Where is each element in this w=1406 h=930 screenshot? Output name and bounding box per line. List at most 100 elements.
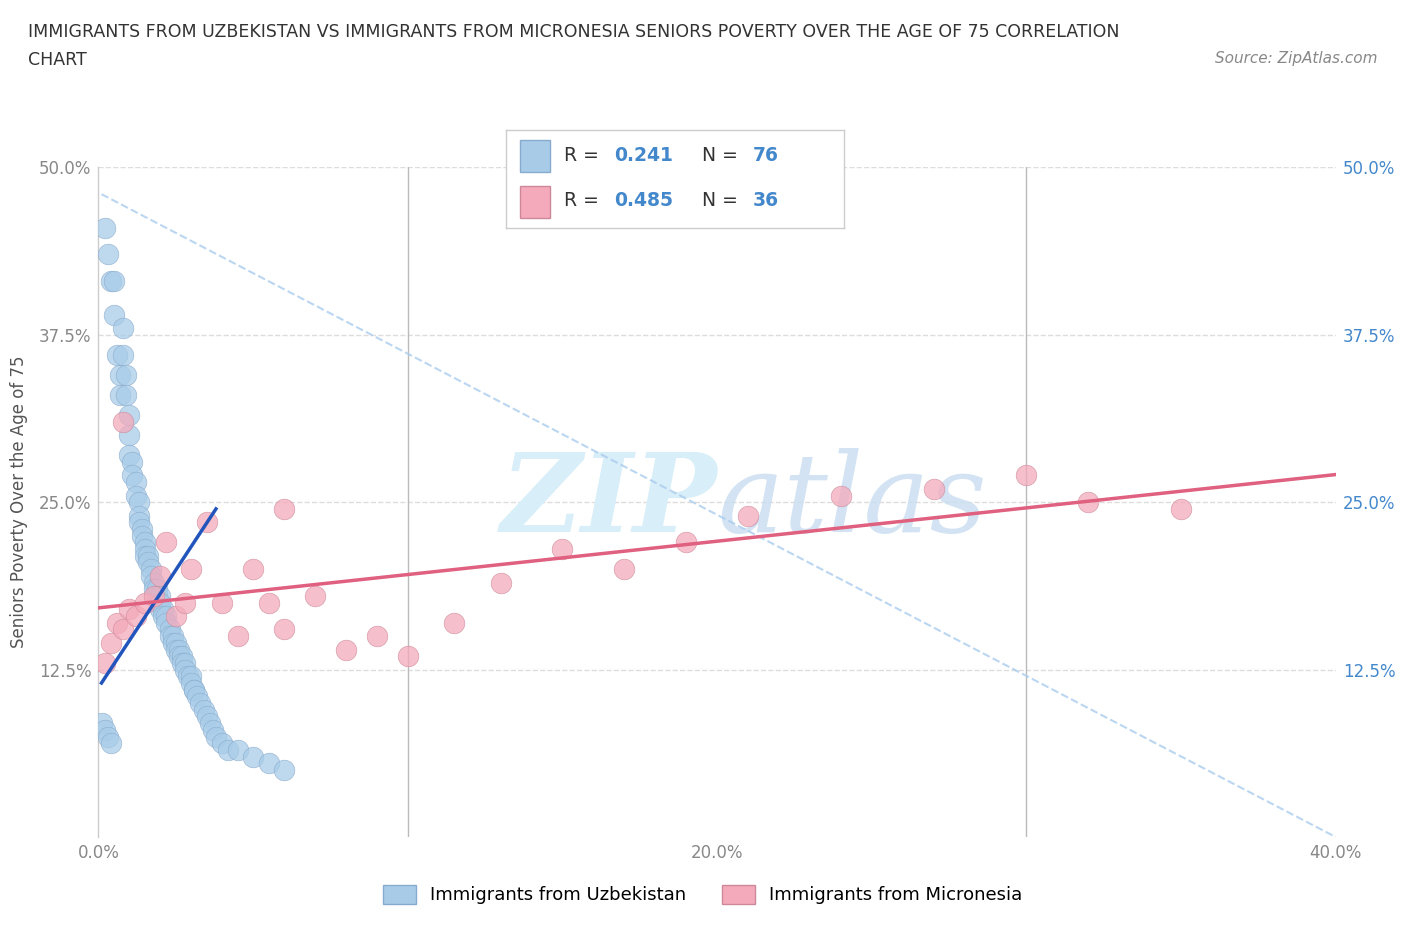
Point [257, 595, 280, 610]
Point [108, 367, 131, 382]
Point [170, 649, 193, 664]
Point [174, 656, 197, 671]
Point [131, 528, 153, 543]
Point [152, 602, 174, 617]
Point [830, 488, 852, 503]
Point [115, 367, 138, 382]
Point [136, 549, 159, 564]
Text: R =: R = [564, 191, 605, 210]
Point [131, 522, 153, 537]
Point [134, 549, 156, 564]
Point [118, 448, 141, 463]
FancyBboxPatch shape [520, 140, 550, 172]
Point [177, 669, 200, 684]
Text: N =: N = [702, 191, 744, 210]
Point [489, 575, 512, 590]
Point [922, 482, 945, 497]
Point [112, 321, 135, 336]
Point [155, 608, 177, 623]
Text: CHART: CHART [28, 51, 87, 69]
Point [205, 729, 228, 744]
Point [155, 535, 177, 550]
Point [121, 468, 143, 483]
Point [134, 595, 156, 610]
Point [118, 428, 141, 443]
Point [112, 415, 135, 430]
Point [105, 348, 128, 363]
Point [226, 629, 249, 644]
Point [226, 742, 249, 757]
Point [149, 602, 172, 617]
Point [143, 589, 166, 604]
Point [180, 675, 202, 690]
Y-axis label: Seniors Poverty Over the Age of 75: Seniors Poverty Over the Age of 75 [10, 356, 28, 648]
Point [159, 622, 181, 637]
Point [100, 736, 122, 751]
Point [100, 635, 122, 650]
Point [100, 273, 122, 288]
Point [366, 629, 388, 644]
Point [198, 716, 221, 731]
Point [242, 750, 264, 764]
FancyBboxPatch shape [520, 186, 550, 219]
Point [167, 642, 190, 657]
Point [149, 589, 172, 604]
Point [124, 474, 146, 489]
Point [149, 568, 172, 583]
Point [1170, 501, 1192, 516]
Point [112, 622, 135, 637]
Point [143, 575, 166, 590]
Point [134, 535, 156, 550]
Point [152, 608, 174, 623]
Point [139, 568, 162, 583]
Point [180, 562, 202, 577]
Point [551, 541, 574, 556]
Point [183, 683, 205, 698]
Point [97, 729, 120, 744]
Point [180, 669, 202, 684]
Point [146, 589, 169, 604]
Point [128, 495, 150, 510]
Point [128, 515, 150, 530]
Point [105, 616, 128, 631]
Text: ZIP: ZIP [501, 448, 717, 556]
Point [146, 582, 169, 597]
Point [115, 388, 138, 403]
Point [159, 629, 181, 644]
Point [195, 709, 218, 724]
Text: 36: 36 [752, 191, 779, 210]
Point [121, 455, 143, 470]
Text: Source: ZipAtlas.com: Source: ZipAtlas.com [1215, 51, 1378, 66]
Point [195, 515, 218, 530]
Point [217, 742, 239, 757]
Point [167, 649, 190, 664]
Point [124, 488, 146, 503]
Point [93, 656, 115, 671]
Point [190, 696, 212, 711]
Point [737, 508, 759, 523]
Text: atlas: atlas [717, 448, 987, 556]
Legend: Immigrants from Uzbekistan, Immigrants from Micronesia: Immigrants from Uzbekistan, Immigrants f… [375, 878, 1031, 911]
Point [193, 702, 215, 717]
Point [273, 501, 295, 516]
Text: 0.485: 0.485 [614, 191, 673, 210]
Point [134, 541, 156, 556]
Point [103, 307, 125, 322]
Point [675, 535, 697, 550]
Text: N =: N = [702, 146, 744, 165]
Point [136, 555, 159, 570]
Point [443, 616, 465, 631]
Point [97, 247, 120, 262]
Point [162, 629, 184, 644]
Point [155, 616, 177, 631]
Point [149, 595, 172, 610]
Point [201, 723, 224, 737]
Point [124, 608, 146, 623]
Point [165, 608, 187, 623]
Text: 0.241: 0.241 [614, 146, 673, 165]
Point [165, 642, 187, 657]
Point [170, 656, 193, 671]
Point [242, 562, 264, 577]
Point [103, 273, 125, 288]
Point [335, 642, 357, 657]
